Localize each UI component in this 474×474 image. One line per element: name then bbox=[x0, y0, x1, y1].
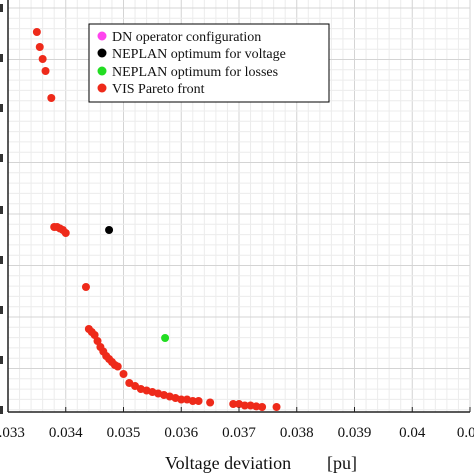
legend-box bbox=[88, 23, 330, 103]
y-tick-fragment bbox=[0, 4, 3, 12]
y-tick-fragment bbox=[0, 306, 3, 314]
data-point bbox=[93, 337, 102, 345]
data-point bbox=[35, 43, 44, 51]
y-tick-fragment bbox=[0, 356, 3, 364]
data-point bbox=[177, 395, 186, 404]
data-point bbox=[240, 401, 249, 410]
data-point bbox=[32, 28, 41, 36]
x-tick-label: 0.037 bbox=[222, 425, 256, 441]
legend: DN operator configuration NEPLAN optimum … bbox=[88, 23, 330, 103]
x-tick-label: 0.035 bbox=[107, 425, 141, 441]
data-point bbox=[119, 370, 128, 378]
x-tick-label: 0.04 bbox=[457, 425, 474, 441]
x-axis-unit: [pu] bbox=[327, 453, 357, 473]
x-tick-labels: 0.033 0.034 0.035 0.036 0.037 0.038 0.039 0.04 0… bbox=[0, 407, 474, 441]
legend-marker bbox=[97, 31, 107, 41]
y-tick-fragment bbox=[0, 54, 3, 62]
data-point bbox=[90, 331, 99, 339]
y-tick-fragment bbox=[0, 206, 3, 214]
y-tick-fragment bbox=[0, 104, 3, 112]
legend-label: VIS Pareto front bbox=[112, 82, 205, 97]
data-point bbox=[41, 67, 50, 75]
legend-marker bbox=[97, 83, 107, 93]
legend-label: DN operator configuration bbox=[112, 30, 261, 45]
data-point bbox=[258, 403, 267, 411]
data-point bbox=[38, 55, 47, 63]
data-point bbox=[105, 226, 114, 234]
x-tick-label: 0.036 bbox=[164, 425, 198, 441]
data-point bbox=[206, 398, 215, 407]
data-point bbox=[113, 362, 122, 371]
legend-label: NEPLAN optimum for losses bbox=[112, 65, 278, 80]
y-tick-fragment bbox=[0, 406, 3, 414]
x-axis-label: Voltage deviation bbox=[165, 453, 291, 473]
data-points bbox=[32, 28, 281, 411]
data-point bbox=[252, 402, 261, 411]
data-point bbox=[61, 229, 70, 237]
data-point bbox=[81, 283, 90, 291]
y-tick-fragment bbox=[0, 256, 3, 264]
legend-label: NEPLAN optimum for voltage bbox=[112, 47, 286, 62]
data-point bbox=[47, 94, 56, 102]
legend-marker bbox=[97, 48, 107, 58]
data-point bbox=[188, 397, 197, 405]
x-tick-label: 0.04 bbox=[399, 425, 426, 441]
y-tick-fragment bbox=[0, 154, 3, 162]
legend-marker bbox=[97, 66, 107, 76]
data-point bbox=[229, 400, 238, 408]
x-tick-label: 0.034 bbox=[49, 425, 83, 441]
data-point bbox=[272, 403, 281, 411]
x-tick-label: 0.033 bbox=[0, 425, 25, 441]
data-point bbox=[161, 334, 170, 342]
x-tick-label: 0.038 bbox=[280, 425, 314, 441]
data-point bbox=[194, 397, 203, 405]
x-tick-label: 0.039 bbox=[338, 425, 372, 441]
